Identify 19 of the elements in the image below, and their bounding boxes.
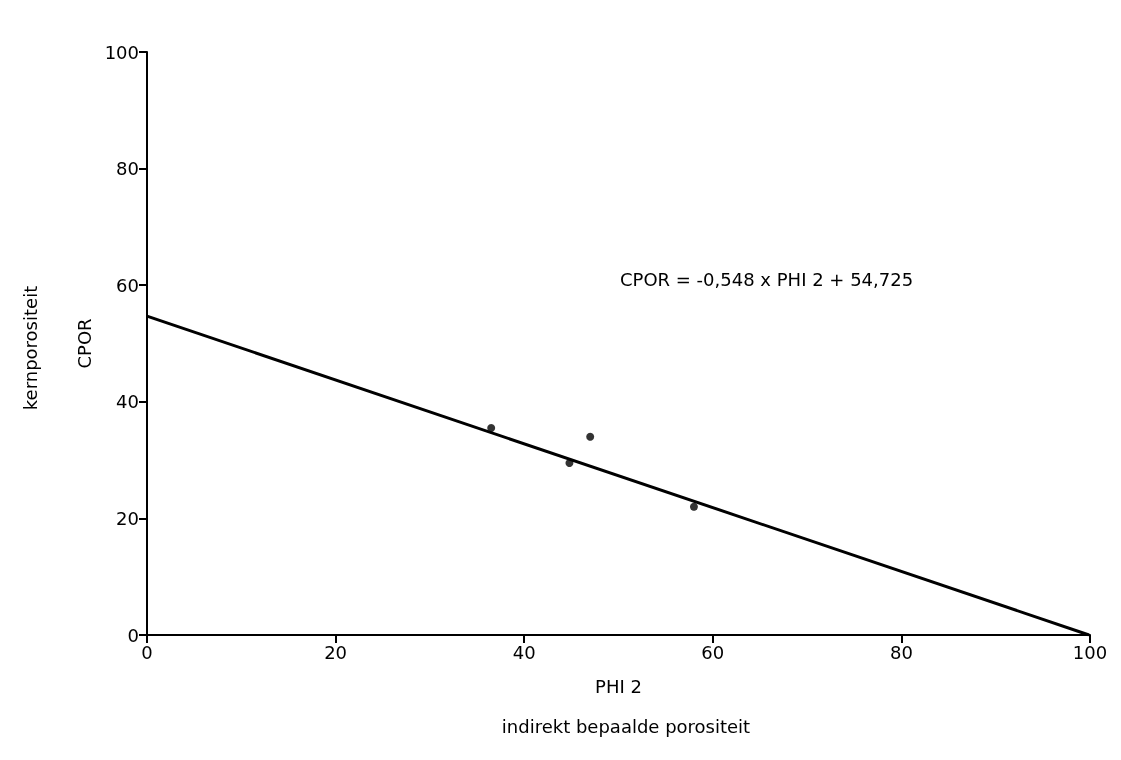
x-tick-label: 100 <box>1072 641 1108 663</box>
y-tick-label: 40 <box>116 391 139 413</box>
annotation: CPOR = -0,548 x PHI 2 + 54,725 <box>620 268 914 290</box>
y-tick-label: 100 <box>104 41 139 63</box>
x-tick-label: 40 <box>512 641 536 663</box>
text: kernporositeit <box>19 285 41 411</box>
x-tick-label: 60 <box>701 641 725 663</box>
point <box>689 502 698 511</box>
y-axis-title: CPOR <box>74 318 96 369</box>
text: indirekt bepaalde porositeit <box>501 715 751 737</box>
point <box>586 432 595 441</box>
y-tick-label: 20 <box>116 507 139 529</box>
x-tick-label: 80 <box>889 641 913 663</box>
y-tick-label: 60 <box>116 274 139 296</box>
x-tick-label: 0 <box>141 641 153 663</box>
y-tick-label: 80 <box>116 158 139 180</box>
y-tick-label: 0 <box>127 624 139 646</box>
x-tick-label: 20 <box>324 641 348 663</box>
x-axis-title: PHI 2 <box>595 675 642 697</box>
